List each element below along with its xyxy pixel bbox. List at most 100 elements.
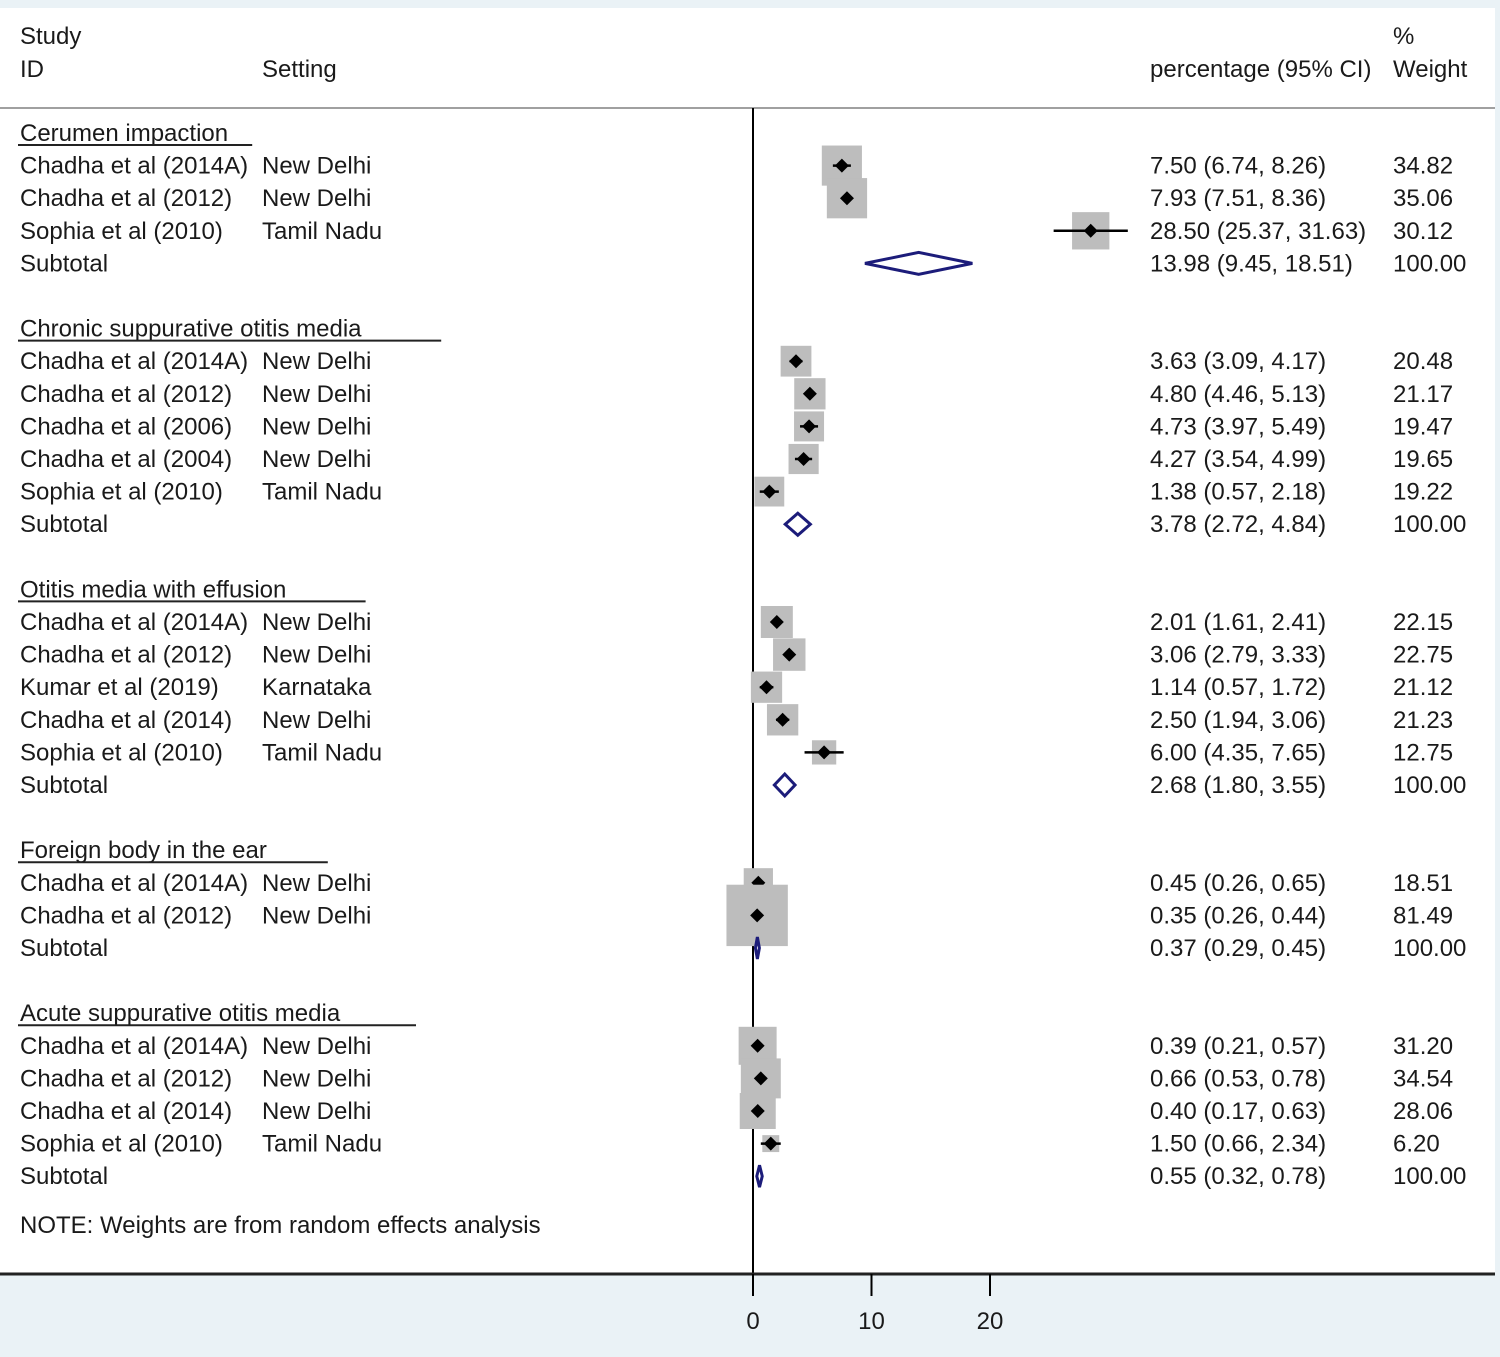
study-estimate: 1.14 (0.57, 1.72)	[1150, 674, 1326, 701]
note-text: NOTE: Weights are from random effects an…	[20, 1212, 541, 1239]
group-heading: Cerumen impaction	[20, 120, 228, 147]
study-row: Chadha et al (2012) New Delhi 0.35 (0.26, …	[20, 884, 1453, 947]
point-estimate	[750, 908, 765, 923]
subtotal-label: Subtotal	[20, 1163, 108, 1190]
pooled-diamond	[864, 250, 973, 276]
point-estimate	[769, 615, 784, 629]
study-estimate: 3.63 (3.09, 4.17)	[1150, 348, 1326, 375]
study-weight: 21.17	[1393, 381, 1453, 408]
subtotal-label: Subtotal	[20, 772, 108, 799]
study-row: Chadha et al (2014A) New Delhi 0.39 (0.21,…	[20, 1026, 1453, 1065]
study-setting: New Delhi	[262, 413, 371, 440]
study-row: Chadha et al (2012) New Delhi 3.06 (2.79, …	[20, 638, 1453, 671]
study-row: Chadha et al (2014A) New Delhi 2.01 (1.61,…	[20, 605, 1453, 639]
subtotal-weight: 100.00	[1393, 1163, 1466, 1190]
study-weight: 19.47	[1393, 413, 1453, 440]
point-estimate	[796, 452, 811, 466]
pooled-diamond	[753, 936, 761, 960]
study-id: Sophia et al (2010)	[20, 479, 223, 506]
study-estimate: 3.06 (2.79, 3.33)	[1150, 642, 1326, 669]
study-weight: 18.51	[1393, 870, 1453, 897]
group-heading: Otitis media with effusion	[20, 576, 286, 603]
study-weight: 20.48	[1393, 348, 1453, 375]
subtotal-estimate: 13.98 (9.45, 18.51)	[1150, 250, 1353, 277]
study-setting: New Delhi	[262, 707, 371, 734]
study-weight: 81.49	[1393, 902, 1453, 929]
study-weight: 30.12	[1393, 218, 1453, 245]
study-estimate: 0.66 (0.53, 0.78)	[1150, 1065, 1326, 1092]
subtotal-weight: 100.00	[1393, 935, 1466, 962]
study-estimate: 28.50 (25.37, 31.63)	[1150, 218, 1366, 245]
point-estimate	[802, 386, 817, 401]
study-setting: New Delhi	[262, 446, 371, 473]
study-id: Sophia et al (2010)	[20, 218, 223, 245]
study-setting: Karnataka	[262, 674, 372, 701]
study-estimate: 6.00 (4.35, 7.65)	[1150, 739, 1326, 766]
subtotal-row: Subtotal 0.55 (0.32, 0.78) 100.00	[20, 1163, 1466, 1190]
study-weight: 34.54	[1393, 1065, 1453, 1092]
study-setting: Tamil Nadu	[262, 218, 382, 245]
study-row: Chadha et al (2012) New Delhi 7.93 (7.51, …	[20, 178, 1453, 219]
study-setting: New Delhi	[262, 1065, 371, 1092]
study-row: Chadha et al (2012) New Delhi 4.80 (4.46, …	[20, 378, 1453, 410]
study-setting: New Delhi	[262, 870, 371, 897]
study-estimate: 4.80 (4.46, 5.13)	[1150, 381, 1326, 408]
study-setting: New Delhi	[262, 381, 371, 408]
study-setting: Tamil Nadu	[262, 1131, 382, 1158]
point-estimate	[775, 712, 790, 727]
study-setting: Tamil Nadu	[262, 739, 382, 766]
study-setting: Tamil Nadu	[262, 479, 382, 506]
point-estimate	[763, 1136, 778, 1151]
study-weight: 12.75	[1393, 739, 1453, 766]
study-id: Chadha et al (2014A)	[20, 1033, 248, 1060]
subtotal-label: Subtotal	[20, 511, 108, 538]
point-estimate	[817, 745, 832, 760]
study-id: Chadha et al (2014A)	[20, 609, 248, 636]
group-heading: Acute suppurative otitis media	[20, 1000, 341, 1027]
study-id: Chadha et al (2012)	[20, 185, 232, 212]
study-estimate: 7.93 (7.51, 8.36)	[1150, 185, 1326, 212]
study-id: Chadha et al (2014)	[20, 707, 232, 734]
study-estimate: 0.39 (0.21, 0.57)	[1150, 1033, 1326, 1060]
study-id: Sophia et al (2010)	[20, 1131, 223, 1158]
study-weight: 35.06	[1393, 185, 1453, 212]
study-row: Sophia et al (2010) Tamil Nadu 6.00 (4.35,…	[20, 739, 1453, 766]
point-estimate	[762, 484, 777, 499]
study-id: Chadha et al (2014A)	[20, 153, 248, 180]
pooled-diamond	[772, 771, 798, 799]
study-weight: 6.20	[1393, 1131, 1440, 1158]
study-weight: 21.12	[1393, 674, 1453, 701]
study-estimate: 1.50 (0.66, 2.34)	[1150, 1131, 1326, 1158]
point-estimate	[802, 419, 817, 434]
point-estimate	[750, 1038, 765, 1053]
study-row: Kumar et al (2019) Karnataka 1.14 (0.57, 1…	[20, 671, 1453, 703]
study-row: Chadha et al (2014) New Delhi 0.40 (0.17, …	[20, 1092, 1453, 1130]
study-estimate: 0.40 (0.17, 0.63)	[1150, 1098, 1326, 1125]
header-setting: Setting	[262, 56, 337, 83]
header-weight-percent: %	[1393, 23, 1414, 50]
study-setting: New Delhi	[262, 642, 371, 669]
header-id: ID	[20, 56, 44, 83]
study-estimate: 0.35 (0.26, 0.44)	[1150, 902, 1326, 929]
study-estimate: 7.50 (6.74, 8.26)	[1150, 153, 1326, 180]
x-tick-label: 0	[746, 1308, 759, 1335]
subtotal-weight: 100.00	[1393, 250, 1466, 277]
group-heading: Chronic suppurative otitis media	[20, 316, 362, 343]
study-setting: New Delhi	[262, 185, 371, 212]
study-weight: 22.15	[1393, 609, 1453, 636]
study-row: Sophia et al (2010) Tamil Nadu 1.38 (0.57,…	[20, 476, 1453, 507]
header-weight: Weight	[1393, 56, 1468, 83]
point-estimate	[753, 1071, 768, 1086]
point-estimate	[782, 647, 797, 662]
study-row: Sophia et al (2010) Tamil Nadu 28.50 (25.3…	[20, 212, 1453, 250]
study-id: Chadha et al (2014A)	[20, 348, 248, 375]
subtotal-weight: 100.00	[1393, 511, 1466, 538]
study-estimate: 0.45 (0.26, 0.65)	[1150, 870, 1326, 897]
study-row: Chadha et al (2014A) New Delhi 0.45 (0.26,…	[20, 868, 1453, 898]
study-weight: 28.06	[1393, 1098, 1453, 1125]
study-estimate: 1.38 (0.57, 2.18)	[1150, 479, 1326, 506]
study-setting: New Delhi	[262, 348, 371, 375]
pooled-diamond	[782, 511, 813, 538]
